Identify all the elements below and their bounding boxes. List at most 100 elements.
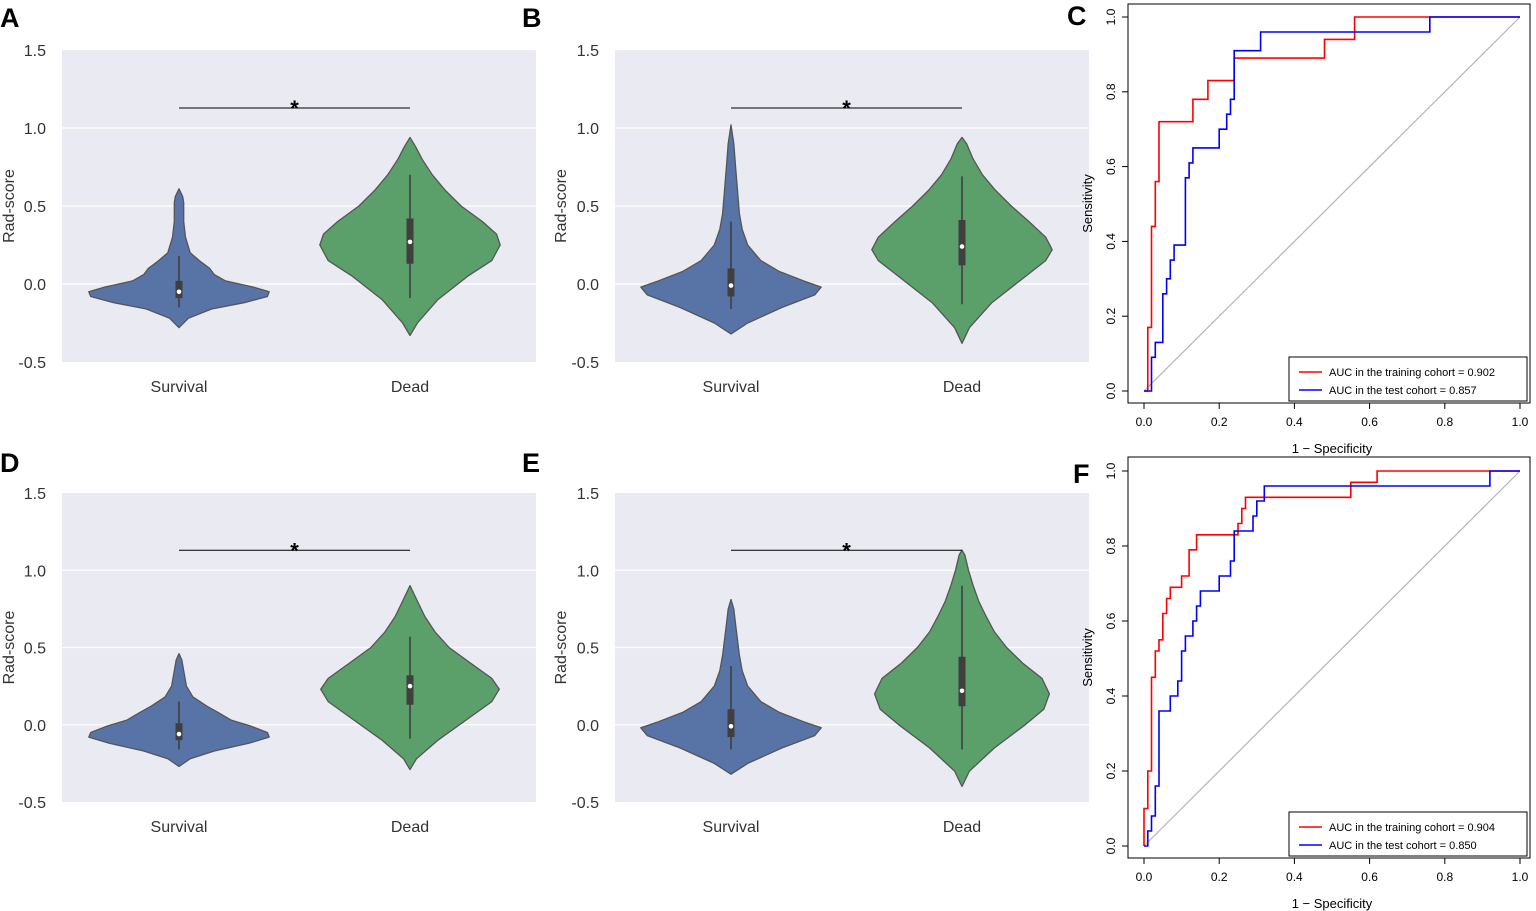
violin-median-point — [407, 683, 413, 689]
x-tick-label: 0.6 — [1361, 415, 1378, 429]
y-tick-label: 0.0 — [1104, 837, 1118, 854]
x-category-label: Dead — [391, 819, 429, 836]
significance-marker: * — [290, 538, 299, 563]
x-axis-label: 1 − Specificity — [1292, 896, 1373, 911]
violin-median-point — [728, 723, 734, 729]
panel-letter: A — [0, 3, 20, 33]
y-tick-label: 0.2 — [1104, 762, 1118, 779]
legend-label-test: AUC in the test cohort = 0.850 — [1329, 840, 1477, 852]
violin-iqr-box — [175, 723, 183, 741]
panel-letter: F — [1073, 459, 1090, 489]
y-axis-label: Rad-score — [553, 611, 570, 685]
chance-diagonal — [1143, 16, 1521, 392]
x-tick-label: 0.4 — [1286, 870, 1303, 884]
y-tick-label: -0.5 — [571, 355, 599, 372]
panel-letter: E — [522, 448, 540, 478]
significance-marker: * — [842, 538, 851, 563]
y-tick-label: 0.0 — [24, 277, 46, 294]
violin-iqr-box — [406, 675, 414, 705]
y-tick-label: -0.5 — [18, 795, 46, 812]
violin-iqr-box — [175, 280, 183, 299]
y-tick-label: 0.0 — [24, 718, 46, 735]
y-tick-label: -0.5 — [571, 795, 599, 812]
y-axis-label: Rad-score — [1, 611, 18, 685]
roc-panel-c: C 0.0 0.2 0.4 0.6 0.8 1.0 0.0 0.2 0.4 0.6 0.8 1.0 1 −… — [1067, 1, 1531, 456]
y-tick-label: 0.0 — [577, 277, 599, 294]
y-tick-label: 1.5 — [24, 43, 46, 60]
legend-label-test: AUC in the test cohort = 0.857 — [1329, 385, 1477, 397]
y-tick-label: 1.0 — [577, 121, 599, 138]
violin-panels: A -0.5 0.0 0.5 1.0 1.5 Rad-score Survival Dead * B… — [0, 3, 1089, 836]
y-tick-label: 0.5 — [24, 199, 46, 216]
y-tick-label: 0.5 — [577, 199, 599, 216]
x-axis-label: 1 − Specificity — [1292, 441, 1373, 456]
x-tick-label: 1.0 — [1512, 870, 1529, 884]
x-tick-label: 0.6 — [1361, 870, 1378, 884]
y-tick-label: 1.0 — [24, 121, 46, 138]
panel-letter: C — [1067, 1, 1087, 31]
x-tick-label: 0.0 — [1136, 415, 1153, 429]
roc-legend: AUC in the training cohort = 0.904 AUC in… — [1288, 811, 1528, 857]
significance-marker: * — [290, 96, 299, 121]
y-tick-label: 1.0 — [1104, 462, 1118, 479]
violin-iqr-box — [958, 220, 966, 266]
x-tick-label: 0.2 — [1211, 415, 1228, 429]
x-category-label: Survival — [151, 379, 208, 396]
roc-panels: C 0.0 0.2 0.4 0.6 0.8 1.0 0.0 0.2 0.4 0.6 0.8 1.0 1 −… — [1067, 1, 1531, 911]
x-tick-label: 0.8 — [1436, 415, 1453, 429]
panel-letter: B — [522, 3, 542, 33]
x-tick-label: 0.0 — [1136, 870, 1153, 884]
y-tick-label: 0.5 — [24, 641, 46, 658]
y-tick-label: 0.5 — [577, 641, 599, 658]
x-category-label: Dead — [943, 379, 981, 396]
y-tick-label: 0.4 — [1104, 687, 1118, 704]
y-axis-label: Sensitivity — [1080, 628, 1095, 687]
violin-median-point — [407, 239, 413, 245]
y-tick-label: 1.0 — [577, 563, 599, 580]
legend-box — [1288, 356, 1528, 402]
y-axis-label: Rad-score — [553, 169, 570, 243]
y-tick-label: -0.5 — [18, 355, 46, 372]
violin-panel-a: A -0.5 0.0 0.5 1.0 1.5 Rad-score Survival Dead * — [0, 3, 536, 396]
y-tick-label: 0.8 — [1104, 537, 1118, 554]
violin-panel-b: B -0.5 0.0 0.5 1.0 1.5 Rad-score Survival Dead * — [522, 3, 1089, 396]
y-tick-label: 0.8 — [1104, 83, 1118, 100]
violin-iqr-box — [727, 709, 735, 738]
legend-label-training: AUC in the training cohort = 0.902 — [1329, 367, 1495, 379]
y-tick-label: 1.5 — [577, 486, 599, 503]
panel-letter: D — [0, 448, 20, 478]
y-tick-label: 0.6 — [1104, 612, 1118, 629]
y-tick-label: 0.6 — [1104, 158, 1118, 175]
y-tick-label: 1.0 — [1104, 8, 1118, 25]
y-tick-label: 1.5 — [577, 43, 599, 60]
roc-panel-f: F 0.0 0.2 0.4 0.6 0.8 1.0 0.0 0.2 0.4 0.6 0.8 1.0 1 −… — [1073, 456, 1531, 911]
legend-box — [1288, 811, 1528, 857]
violin-median-point — [176, 731, 182, 737]
y-tick-label: 0.0 — [1104, 382, 1118, 399]
violin-panel-e: E -0.5 0.0 0.5 1.0 1.5 Rad-score Survival Dead * — [522, 448, 1089, 836]
violin-panel-d: D -0.5 0.0 0.5 1.0 1.5 Rad-score Survival Dead * — [0, 448, 536, 836]
roc-curve-test — [1144, 16, 1520, 392]
x-category-label: Survival — [151, 819, 208, 836]
violin-median-point — [959, 688, 965, 694]
chance-diagonal — [1143, 470, 1521, 847]
x-tick-label: 1.0 — [1512, 415, 1529, 429]
x-tick-label: 0.2 — [1211, 870, 1228, 884]
violin-iqr-box — [727, 268, 735, 297]
roc-curve-training — [1143, 470, 1520, 846]
plot-frame — [1127, 3, 1531, 404]
violin-median-point — [728, 283, 734, 288]
roc-curve-test — [1144, 470, 1520, 847]
violin-median-point — [176, 289, 182, 295]
x-tick-label: 0.8 — [1436, 870, 1453, 884]
violin-iqr-box — [958, 656, 966, 707]
y-tick-label: 0.4 — [1104, 233, 1118, 250]
y-tick-label: 0.2 — [1104, 308, 1118, 325]
plot-frame — [1127, 456, 1531, 859]
x-category-label: Dead — [943, 819, 981, 836]
x-category-label: Dead — [391, 379, 429, 396]
y-tick-label: 1.5 — [24, 486, 46, 503]
y-tick-label: 1.0 — [24, 563, 46, 580]
y-tick-label: 0.0 — [577, 718, 599, 735]
